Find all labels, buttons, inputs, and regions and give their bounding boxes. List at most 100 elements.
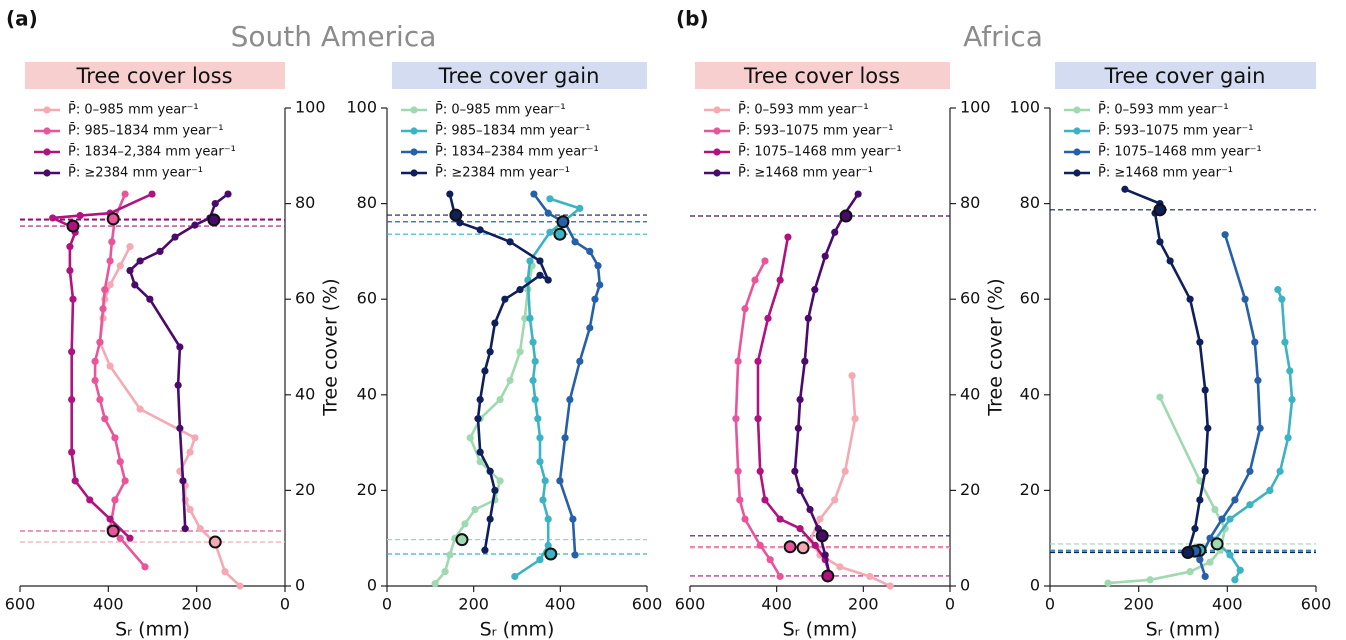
data-point bbox=[126, 266, 134, 275]
data-point bbox=[68, 348, 76, 356]
data-point bbox=[496, 477, 504, 485]
y-tick-label: 20 bbox=[1020, 480, 1040, 499]
breakpoint-marker bbox=[455, 533, 469, 547]
data-point bbox=[531, 357, 539, 365]
legend-label: P̄: 0–593 mm year⁻¹ bbox=[738, 102, 869, 117]
data-point bbox=[66, 243, 74, 251]
legend-label: P̄: 0–985 mm year⁻¹ bbox=[435, 102, 566, 117]
data-point bbox=[586, 247, 594, 255]
data-point bbox=[186, 448, 194, 456]
data-point bbox=[831, 228, 839, 236]
y-tick-label: 100 bbox=[295, 98, 326, 117]
data-point bbox=[516, 348, 524, 356]
data-point bbox=[136, 405, 144, 413]
data-point bbox=[1121, 185, 1129, 193]
x-tick-label: 0 bbox=[945, 595, 955, 614]
data-point bbox=[529, 338, 537, 346]
data-point bbox=[848, 372, 856, 380]
x-tick-label: 400 bbox=[761, 595, 792, 614]
legend-label: P̄: 593–1075 mm year⁻¹ bbox=[1098, 123, 1253, 138]
data-point bbox=[1284, 434, 1292, 442]
x-tick-label: 400 bbox=[545, 595, 576, 614]
data-point bbox=[544, 276, 552, 284]
breakpoint-marker bbox=[106, 524, 120, 538]
series-line bbox=[51, 192, 153, 540]
data-point bbox=[1206, 534, 1214, 542]
data-point bbox=[816, 515, 824, 523]
data-point bbox=[1104, 579, 1112, 587]
data-point bbox=[236, 582, 244, 590]
legend-label: P̄: 1834–2384 mm year⁻¹ bbox=[435, 144, 599, 159]
legend-swatch-dot bbox=[713, 106, 721, 114]
data-point bbox=[1191, 525, 1199, 533]
legend-swatch-dot bbox=[713, 148, 721, 156]
x-tick-label: 600 bbox=[675, 595, 706, 614]
series-line bbox=[1198, 234, 1262, 577]
data-point bbox=[101, 286, 109, 294]
data-point bbox=[506, 376, 514, 385]
data-point bbox=[176, 424, 184, 432]
panel-title: Tree cover gain bbox=[438, 64, 600, 88]
data-point bbox=[534, 415, 542, 423]
series-line bbox=[128, 192, 229, 529]
data-point bbox=[1231, 496, 1239, 504]
data-point bbox=[821, 551, 829, 559]
data-point bbox=[530, 190, 538, 198]
data-point bbox=[1246, 467, 1254, 475]
data-point bbox=[146, 295, 154, 303]
data-point bbox=[591, 295, 599, 303]
data-point bbox=[811, 541, 819, 549]
data-point bbox=[796, 525, 804, 533]
data-point bbox=[544, 515, 552, 523]
panel-title: Tree cover loss bbox=[75, 64, 232, 88]
data-point bbox=[1218, 515, 1226, 523]
data-point bbox=[1251, 338, 1259, 346]
y-tick-label: 60 bbox=[295, 289, 315, 308]
series-line bbox=[1124, 188, 1210, 553]
data-point bbox=[191, 221, 199, 229]
panel-header bbox=[695, 62, 950, 89]
data-point bbox=[471, 505, 479, 514]
data-point bbox=[851, 415, 859, 423]
x-tick-label: 0 bbox=[280, 595, 290, 614]
y-tick-label: 80 bbox=[960, 193, 980, 212]
data-point bbox=[481, 546, 489, 554]
legend-swatch-dot bbox=[410, 106, 418, 114]
data-point bbox=[486, 515, 494, 523]
data-point bbox=[191, 434, 199, 442]
data-point bbox=[596, 281, 604, 289]
y-tick-label: 40 bbox=[357, 384, 377, 403]
data-point bbox=[556, 477, 564, 485]
breakpoint-marker bbox=[207, 213, 221, 227]
data-point bbox=[536, 556, 544, 564]
data-point bbox=[794, 424, 802, 432]
y-tick-label: 0 bbox=[367, 576, 377, 595]
data-point bbox=[511, 572, 519, 581]
data-point bbox=[496, 395, 504, 404]
data-point bbox=[171, 233, 179, 241]
legend-label: P̄: 593–1075 mm year⁻¹ bbox=[738, 123, 893, 138]
legend-swatch-dot bbox=[43, 148, 51, 156]
data-point bbox=[756, 467, 764, 475]
y-axis-label: Tree cover (%) bbox=[985, 278, 1007, 416]
data-point bbox=[116, 262, 124, 270]
data-point bbox=[476, 448, 484, 456]
x-axis-label: Sᵣ (mm) bbox=[480, 619, 555, 640]
y-tick-label: 60 bbox=[1020, 289, 1040, 308]
data-point bbox=[536, 257, 544, 265]
y-tick-label: 40 bbox=[960, 384, 980, 403]
data-point bbox=[1146, 576, 1154, 584]
x-tick-label: 200 bbox=[458, 595, 489, 614]
data-point bbox=[1276, 467, 1284, 475]
data-point bbox=[49, 214, 57, 222]
data-point bbox=[476, 395, 484, 404]
data-point bbox=[732, 415, 740, 423]
breakpoint-marker bbox=[796, 541, 810, 555]
data-point bbox=[491, 319, 499, 327]
y-tick-label: 20 bbox=[357, 480, 377, 499]
data-point bbox=[734, 357, 742, 365]
x-tick-label: 600 bbox=[1301, 595, 1332, 614]
x-axis-label: Sᵣ (mm) bbox=[1146, 619, 1221, 640]
data-point bbox=[1196, 477, 1204, 485]
data-point bbox=[751, 276, 759, 284]
